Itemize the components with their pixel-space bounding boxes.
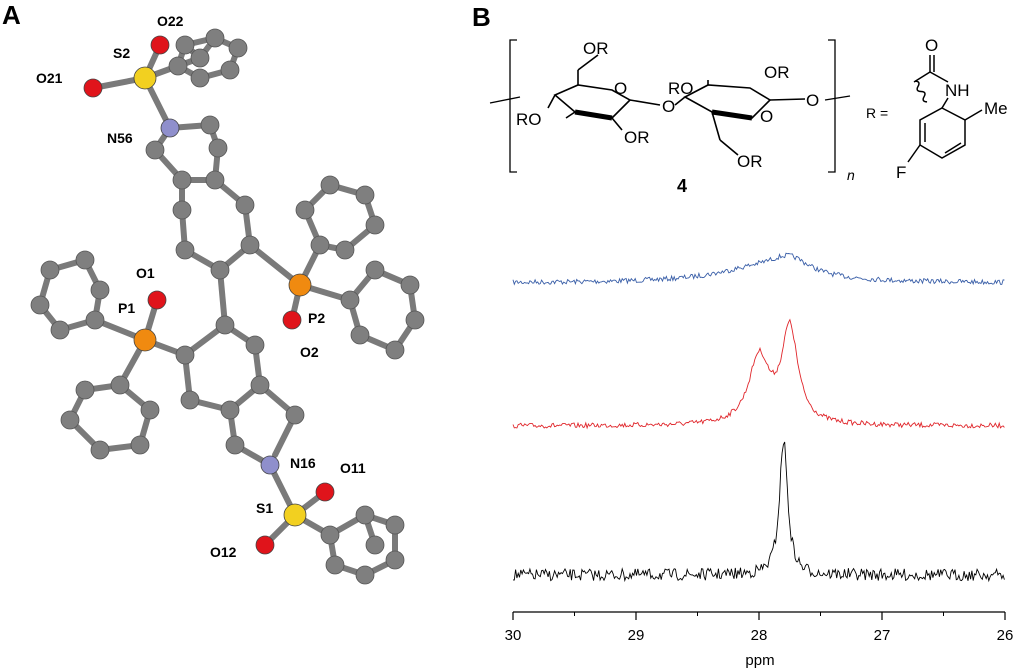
atom-o22 (150, 35, 170, 55)
subscript-n: n (847, 167, 855, 183)
terminal-oxygen: O (806, 91, 819, 110)
methyl-label: Me (984, 99, 1008, 118)
compound-number: 4 (677, 176, 687, 196)
label-n56: N56 (107, 130, 133, 146)
atom-o2 (282, 310, 302, 330)
atom-s2 (133, 66, 157, 90)
spectra-traces (512, 252, 1005, 583)
ring-label-or-lower: OR (737, 152, 763, 171)
fluoro-label: F (896, 163, 906, 182)
label-n16: N16 (290, 455, 316, 471)
spectrum-trace-1 (512, 252, 1005, 286)
ring-label-ro-left: RO (516, 110, 542, 129)
repeat-unit-brackets (489, 39, 851, 173)
chemical-structure: OR RO OR RO OR OR O O O O n 4 R = (489, 36, 1008, 196)
atom-labels: O22 S2 O21 N56 O1 P1 P2 O2 N16 O11 S1 O1… (36, 13, 366, 560)
label-p1: P1 (118, 300, 135, 316)
label-s2: S2 (113, 45, 130, 61)
crystal-structure: O22 S2 O21 N56 O1 P1 P2 O2 N16 O11 S1 O1… (30, 13, 425, 585)
label-o22: O22 (157, 13, 184, 29)
substituent-r: R = O NH Me F (866, 36, 1008, 182)
atom-n56 (160, 118, 180, 138)
label-o21: O21 (36, 70, 63, 86)
ring-label-or-bottom: OR (624, 128, 650, 147)
ring-labels: OR RO OR RO OR OR O O O O n 4 (516, 39, 855, 196)
panel-b-label: B (472, 2, 491, 32)
glycosidic-oxygen: O (662, 97, 675, 116)
label-o12: O12 (210, 544, 237, 560)
ring-label-or-right: OR (764, 63, 790, 82)
x-tick-label: 28 (751, 627, 768, 644)
ring-oxygen-2: O (760, 107, 773, 126)
x-tick-label: 27 (874, 627, 891, 644)
spectrum-trace-3 (512, 441, 1005, 583)
nmr-spectrum: 30 29 28 27 26 ppm (505, 252, 1014, 669)
atom-o1 (147, 290, 167, 310)
atom-o21 (83, 78, 103, 98)
heteroatoms (83, 35, 335, 555)
x-tick-label: 30 (505, 627, 522, 644)
atom-o12 (255, 535, 275, 555)
label-p2: P2 (308, 310, 325, 326)
atom-o11 (315, 482, 335, 502)
label-o11: O11 (340, 460, 366, 476)
atom-p2 (288, 273, 312, 297)
label-o2: O2 (300, 344, 319, 360)
label-s1: S1 (256, 500, 273, 516)
ring-oxygen-1: O (614, 79, 627, 98)
nh-label: NH (945, 81, 970, 100)
panel-a-label: A (2, 0, 21, 30)
substituent-bonds (907, 55, 983, 163)
x-axis-title: ppm (745, 652, 774, 669)
x-tick-label: 29 (628, 627, 645, 644)
label-o1: O1 (136, 265, 155, 281)
r-equals-label: R = (866, 105, 888, 121)
carbon-atoms (30, 28, 425, 585)
x-axis-ticks: 30 29 28 27 26 (505, 612, 1014, 644)
atom-s1 (283, 503, 307, 527)
ring-label-ro-mid: RO (668, 79, 694, 98)
x-tick-label: 26 (997, 627, 1014, 644)
sugar-rings (547, 54, 806, 156)
ring-label-or-top: OR (583, 39, 609, 58)
atom-p1 (133, 328, 157, 352)
spectrum-trace-2 (512, 318, 1005, 430)
carbonyl-oxygen: O (925, 36, 938, 55)
atom-n16 (260, 455, 280, 475)
bonds (36, 34, 419, 579)
